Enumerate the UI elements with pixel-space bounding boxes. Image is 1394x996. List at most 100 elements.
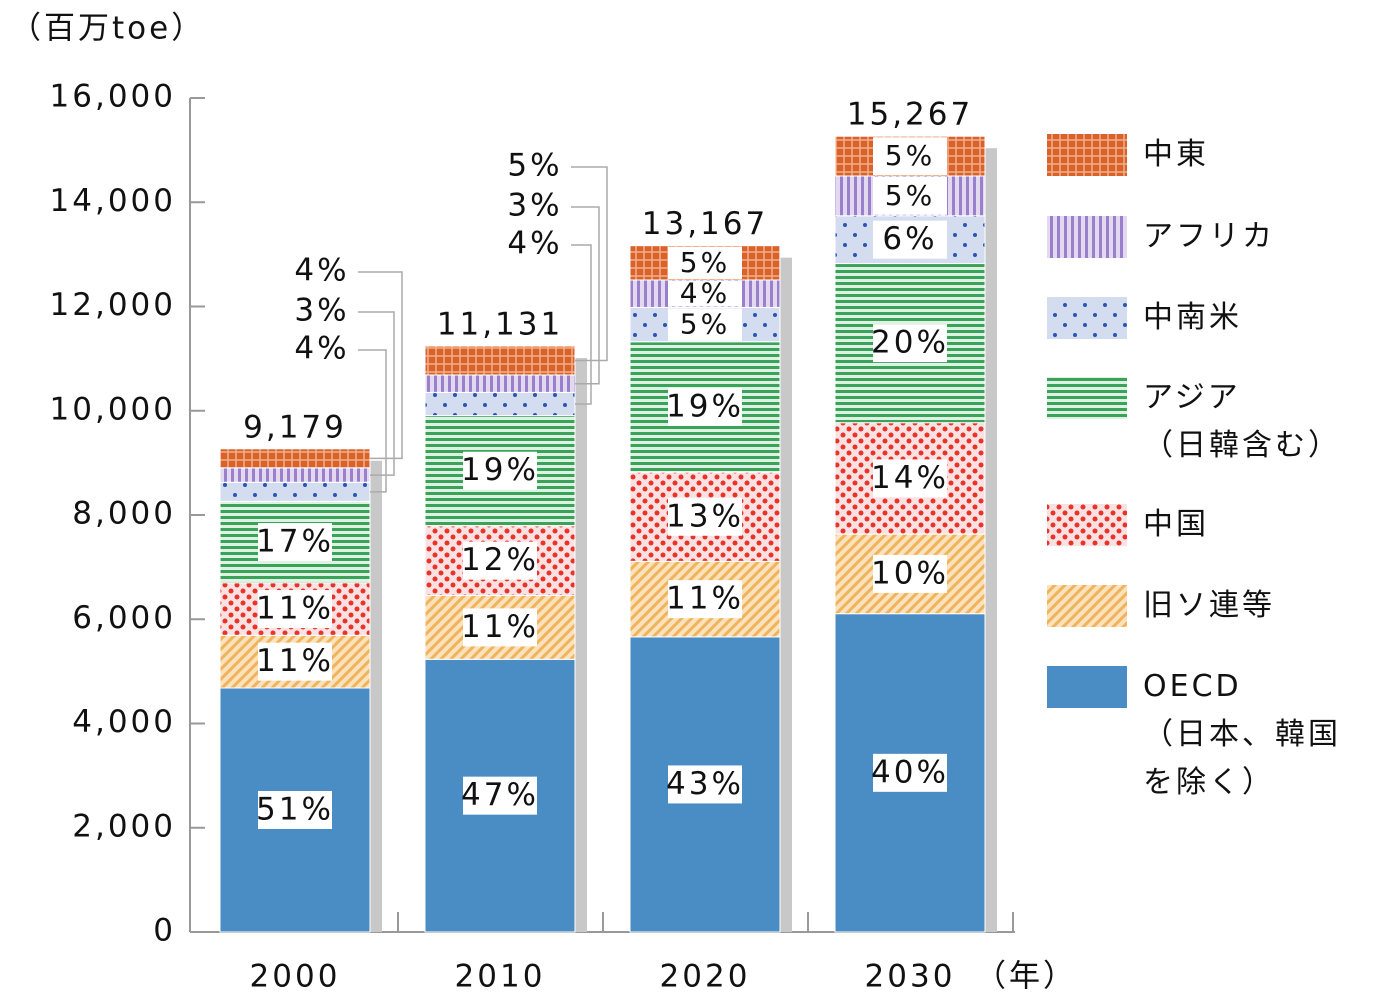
value-label: 14% [871,460,949,496]
legend-swatch [1047,134,1127,176]
label-box [463,451,537,490]
label-box [873,459,947,498]
label-box [258,523,332,562]
value-label: 13% [666,498,744,534]
leader-line [571,244,592,405]
value-label: 3% [294,293,349,329]
bar-segment [219,467,371,483]
value-label: 10% [871,555,949,591]
value-label: 4% [680,277,730,310]
value-label: 5% [885,179,935,212]
leader-line [358,349,387,493]
bar-segment [424,391,576,417]
value-label: 40% [871,754,949,790]
value-label: 11% [256,643,334,679]
value-label: 19% [666,388,744,424]
value-label: 4% [507,226,562,262]
value-label: 3% [507,188,562,224]
bar-shadow [985,148,997,932]
y-tick-label: 0 [153,913,176,949]
label-box [463,608,537,647]
y-tick-label: 16,000 [50,79,176,115]
y-tick-label: 8,000 [72,496,176,532]
label-box [463,776,537,815]
legend-swatch [1047,504,1127,546]
unit-label: （百万toe） [10,11,205,47]
label-box [668,308,742,341]
bar-segment [219,448,371,469]
leader-line [571,166,608,362]
label-box [668,246,742,279]
y-tick-label: 14,000 [50,183,176,219]
y-tick-label: 2,000 [72,808,176,844]
bar-shadow [575,357,587,932]
value-label: 19% [461,452,539,488]
bar-shadow [370,460,382,932]
y-tick-label: 12,000 [50,287,176,323]
y-tick-label: 6,000 [72,600,176,636]
label-box [873,753,947,792]
legend-label: 中東 [1143,137,1209,172]
total-label: 15,267 [847,97,973,133]
legend-label: OECD （日本、韓国 を除く） [1143,669,1341,800]
leader-line [571,206,600,385]
label-box [258,642,332,681]
x-unit-label: （年） [975,959,1077,995]
bar-segment [424,374,576,393]
label-box [258,790,332,829]
legend-label: アジア （日韓含む） [1143,380,1341,463]
bar-segment [424,345,576,376]
value-label: 5% [680,308,730,341]
value-label: 47% [461,777,539,813]
x-tick-label: 2010 [455,959,546,995]
value-label: 5% [885,139,935,172]
legend-label: アフリカ [1143,219,1275,254]
legend-label: 旧ソ連等 [1143,588,1275,623]
value-label: 20% [871,325,949,361]
legend-swatch [1047,297,1127,339]
legend-label: 中国 [1143,507,1209,542]
legend-swatch [1047,377,1127,419]
legend-label: 中南米 [1143,300,1242,335]
x-tick-label: 2030 [865,959,956,995]
value-label: 6% [882,221,937,257]
leader-line [358,271,403,460]
value-label: 43% [666,766,744,802]
value-label: 5% [680,246,730,279]
label-box [873,220,947,259]
total-label: 9,179 [243,409,347,445]
label-box [873,554,947,593]
value-label: 11% [256,591,334,627]
label-box [873,324,947,363]
label-box [668,765,742,804]
label-box [873,176,947,215]
total-label: 13,167 [642,206,768,242]
total-label: 11,131 [437,306,563,342]
value-label: 17% [256,524,334,560]
value-label: 5% [507,148,562,184]
x-tick-label: 2000 [250,959,341,995]
legend-swatch [1047,585,1127,627]
label-box [258,590,332,629]
value-label: 4% [294,331,349,367]
value-label: 51% [256,791,334,827]
label-box [668,580,742,619]
value-label: 4% [294,253,349,289]
leader-line [358,311,395,476]
legend-swatch [1047,666,1127,708]
bar-segment [219,481,371,502]
value-label: 11% [666,581,744,617]
label-box [668,497,742,536]
x-tick-label: 2020 [660,959,751,995]
label-box [873,137,947,175]
bar-shadow [780,257,792,932]
value-label: 12% [461,542,539,578]
label-box [668,280,742,307]
y-tick-label: 4,000 [72,704,176,740]
label-box [463,541,537,580]
legend-swatch [1047,216,1127,258]
label-box [668,387,742,426]
value-label: 11% [461,609,539,645]
